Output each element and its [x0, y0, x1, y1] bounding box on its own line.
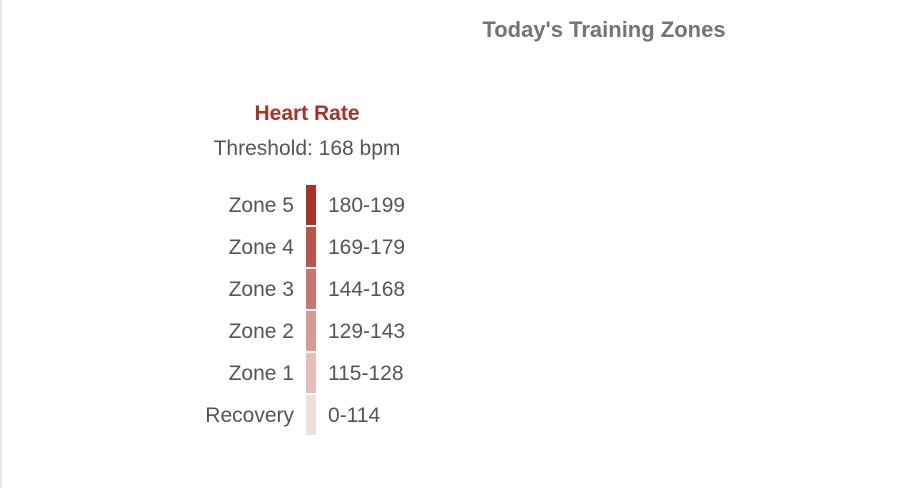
zone-row: Zone 2 129-143 [0, 310, 500, 352]
zone-heading: Heart Rate [254, 102, 360, 125]
zone-color-bar [306, 227, 316, 267]
zone-range: 180-199 [328, 194, 406, 217]
zone-color-bar [306, 395, 316, 435]
zone-label: Zone 4 [228, 236, 294, 259]
zone-label: Zone 3 [228, 278, 294, 301]
zone-label: Zone 5 [228, 194, 294, 217]
zone-label: Zone 1 [228, 362, 294, 385]
zone-range: 169-179 [328, 236, 406, 259]
zone-row: Zone 4 169-179 [0, 226, 500, 268]
threshold: Threshold: 168 bpm [213, 137, 401, 160]
zone-color-bar [306, 353, 316, 393]
zone-row: Recovery 0-114 [0, 394, 500, 436]
zone-color-bar [306, 185, 316, 225]
zone-label: Zone 2 [228, 320, 294, 343]
zone-color-bar [306, 311, 316, 351]
zone-range: 144-168 [328, 278, 406, 301]
zone-range: 115-128 [328, 362, 404, 385]
zone-color-bar [306, 269, 316, 309]
zone-range: 129-143 [328, 320, 406, 343]
zone-row: Zone 1 115-128 [0, 352, 500, 394]
zone-label: Recovery [205, 404, 294, 427]
zone-row: Zone 5 180-199 [0, 184, 500, 226]
zone-row: Zone 3 144-168 [0, 268, 500, 310]
page-title: Today's Training Zones [482, 17, 726, 42]
zone-range: 0-114 [328, 404, 381, 427]
